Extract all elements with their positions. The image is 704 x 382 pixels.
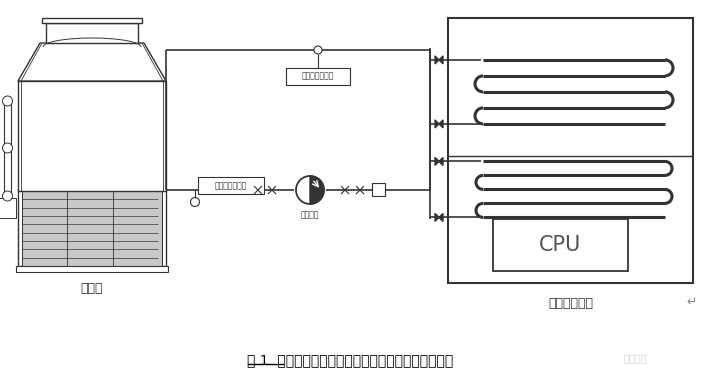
Bar <box>448 18 693 283</box>
Bar <box>18 81 166 191</box>
Polygon shape <box>439 157 443 165</box>
Text: CPU: CPU <box>539 235 582 255</box>
Bar <box>42 18 142 23</box>
Polygon shape <box>435 214 439 222</box>
Text: 冷却水泵: 冷却水泵 <box>301 210 319 219</box>
Polygon shape <box>18 43 166 81</box>
Text: 冷却塔: 冷却塔 <box>81 282 103 295</box>
Text: 冷却水供水温度: 冷却水供水温度 <box>215 181 247 191</box>
Text: 冷却水回水温度: 冷却水回水温度 <box>302 71 334 81</box>
Polygon shape <box>439 56 443 64</box>
Bar <box>18 187 166 191</box>
Bar <box>18 188 166 266</box>
Circle shape <box>3 191 13 201</box>
Bar <box>198 177 264 194</box>
Circle shape <box>3 96 13 106</box>
Bar <box>0 198 16 218</box>
Circle shape <box>296 176 324 204</box>
Text: 氟化液降温箱: 氟化液降温箱 <box>548 297 593 310</box>
Bar <box>372 183 385 196</box>
Circle shape <box>3 143 13 153</box>
Polygon shape <box>435 157 439 165</box>
Polygon shape <box>439 120 443 128</box>
Circle shape <box>191 197 199 207</box>
Text: 图 1  冰河改性氟化液数据中心浸没式液冷系统示意图: 图 1 冰河改性氟化液数据中心浸没式液冷系统示意图 <box>247 353 453 367</box>
Bar <box>493 219 628 271</box>
Polygon shape <box>435 56 439 64</box>
Text: 冰河冷媒: 冰河冷媒 <box>623 353 647 363</box>
Bar <box>286 68 350 85</box>
Polygon shape <box>439 214 443 222</box>
Bar <box>46 23 138 43</box>
Circle shape <box>314 46 322 54</box>
Text: ↵: ↵ <box>686 296 697 309</box>
Polygon shape <box>310 176 324 204</box>
Polygon shape <box>435 120 439 128</box>
Bar <box>4 101 11 196</box>
Bar <box>16 266 168 272</box>
Bar <box>22 191 162 266</box>
